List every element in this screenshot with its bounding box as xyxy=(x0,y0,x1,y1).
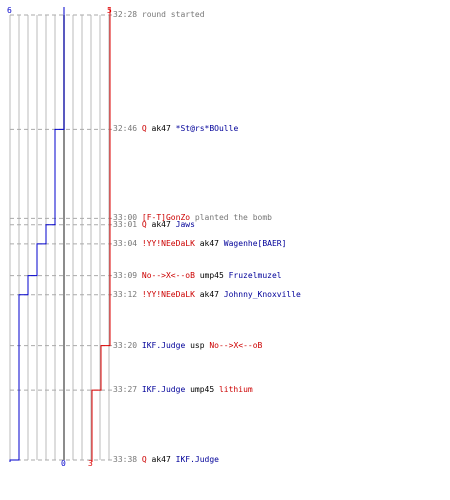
red-player-name: No-->X<--oB xyxy=(141,270,195,280)
log-timestamp: 33:20 xyxy=(113,340,142,350)
blue-player-name: Jaws xyxy=(175,219,195,229)
blue-player-name: IKF.Judge xyxy=(141,385,186,395)
red-player-name: Q xyxy=(141,219,147,229)
log-timestamp: 33:04 xyxy=(113,238,142,248)
red-player-name: [F-T]GonZo xyxy=(141,213,191,223)
log-timestamp: 33:38 xyxy=(113,455,142,464)
blue-player-name: *St@rs*BOulle xyxy=(175,124,239,134)
red-player-name: Q xyxy=(141,124,147,134)
log-timestamp: 32:46 xyxy=(113,124,142,134)
log-timestamp: 33:01 xyxy=(113,219,142,229)
log-entry: 32:28 round started xyxy=(113,10,205,20)
blue-end-count: 0 xyxy=(61,459,66,468)
log-entry: 33:12 !YY!NEeDaLK ak47 Johnny_Knoxville xyxy=(113,290,301,300)
log-text: ak47 xyxy=(146,219,176,229)
red-start-count: 5 xyxy=(107,6,112,15)
log-entry: 33:00 [F-T]GonZo planted the bomb xyxy=(113,213,272,223)
log-text: ak47 xyxy=(146,124,176,134)
log-timestamp: 33:12 xyxy=(113,289,142,299)
log-text: ak47 xyxy=(194,289,224,299)
blue-player-name: Johnny_Knoxville xyxy=(223,289,301,299)
log-text: ump45 xyxy=(185,385,219,395)
log-text: usp xyxy=(185,340,210,350)
log-timestamp: 33:00 xyxy=(113,213,142,223)
log-text: round started xyxy=(141,10,205,19)
log-text: planted the bomb xyxy=(190,213,272,223)
blue-player-name: IKF.Judge xyxy=(141,340,186,350)
red-end-count: 3 xyxy=(88,459,93,468)
blue-player-name: Fruzelmuzel xyxy=(228,270,282,280)
blue-team-alive-line xyxy=(9,7,65,462)
red-player-name: !YY!NEeDaLK xyxy=(141,289,195,299)
red-team-alive-line xyxy=(91,7,111,462)
log-entry: 33:38 Q ak47 IKF.Judge xyxy=(113,455,219,465)
log-entry: 33:27 IKF.Judge ump45 lithium xyxy=(113,385,253,395)
blue-player-name: Wagenhe[BAER] xyxy=(223,238,287,248)
log-entry: 33:04 !YY!NEeDaLK ak47 Wagenhe[BAER] xyxy=(113,239,286,249)
log-entry: 33:09 No-->X<--oB ump45 Fruzelmuzel xyxy=(113,271,282,281)
blue-start-count: 6 xyxy=(7,6,12,15)
red-player-name: lithium xyxy=(218,385,253,395)
blue-player-name: IKF.Judge xyxy=(175,455,219,464)
log-entry: 33:20 IKF.Judge usp No-->X<--oB xyxy=(113,341,262,351)
log-timestamp: 32:28 xyxy=(113,10,142,19)
red-player-name: !YY!NEeDaLK xyxy=(141,238,195,248)
log-text: ak47 xyxy=(194,238,224,248)
red-player-name: Q xyxy=(141,455,147,464)
log-timestamp: 33:27 xyxy=(113,385,142,395)
log-entry: 33:01 Q ak47 Jaws xyxy=(113,220,195,230)
log-entry: 32:46 Q ak47 *St@rs*BOulle xyxy=(113,124,238,134)
log-text: ak47 xyxy=(146,455,176,464)
log-text: ump45 xyxy=(194,270,229,280)
log-timestamp: 33:09 xyxy=(113,270,142,280)
red-player-name: No-->X<--oB xyxy=(209,340,263,350)
